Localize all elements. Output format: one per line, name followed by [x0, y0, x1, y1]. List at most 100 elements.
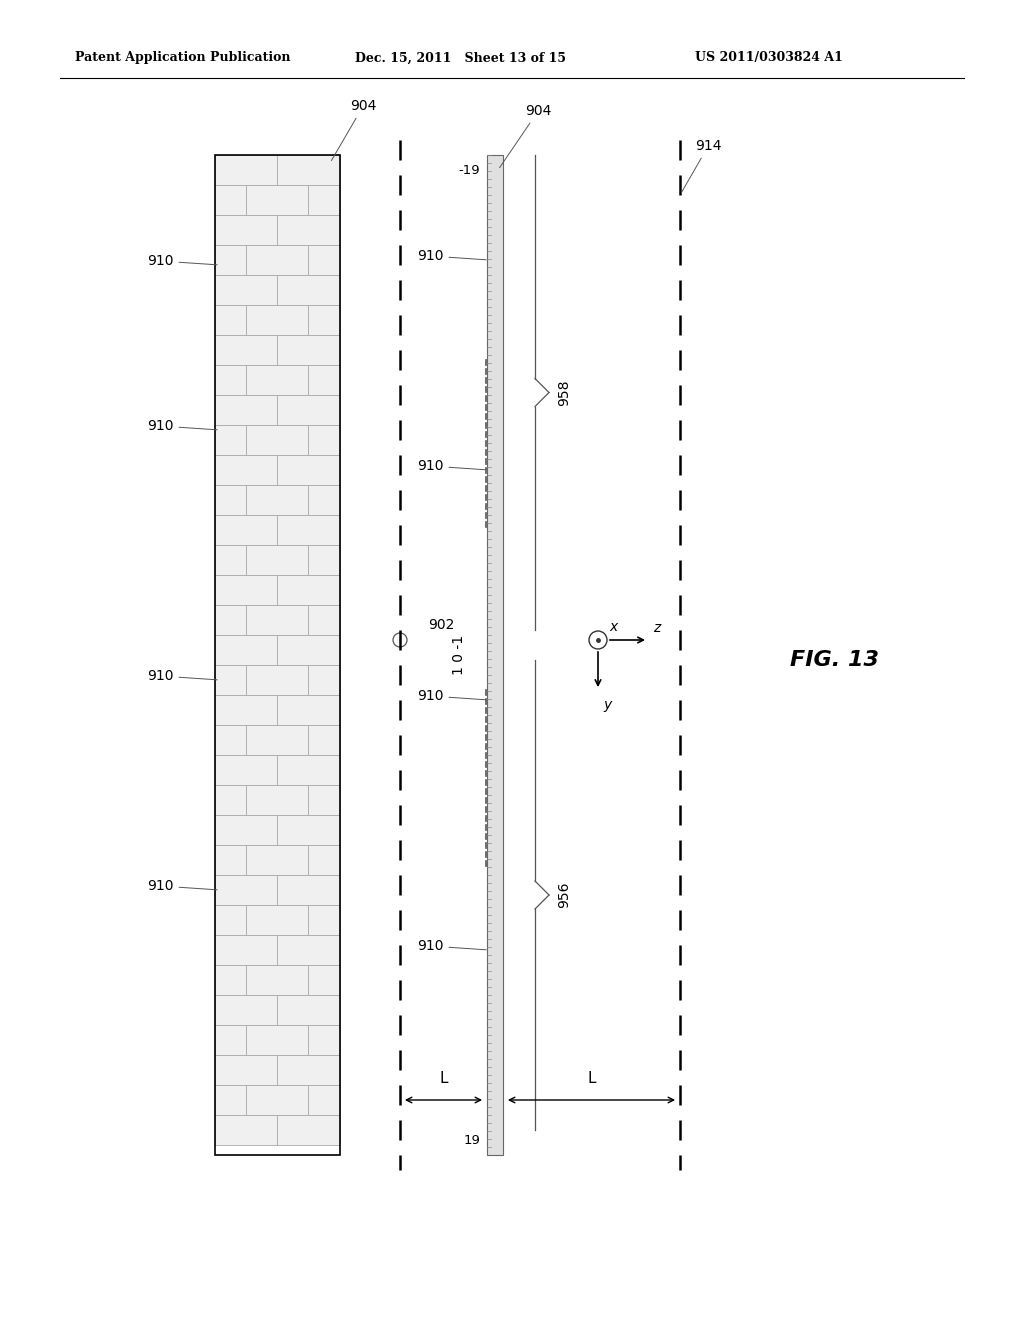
Text: 904: 904 — [332, 99, 377, 161]
Bar — [215, 965, 246, 995]
Bar — [215, 906, 246, 935]
Bar — [215, 185, 246, 215]
Bar — [215, 275, 278, 305]
Bar — [215, 696, 278, 725]
Bar — [278, 935, 340, 965]
Text: 902: 902 — [428, 618, 455, 632]
Bar — [278, 275, 340, 305]
Bar — [246, 185, 308, 215]
Bar — [278, 576, 340, 605]
Bar — [215, 875, 278, 906]
Text: 904: 904 — [500, 104, 551, 168]
Bar — [215, 335, 278, 366]
Bar — [246, 545, 308, 576]
Bar — [215, 366, 246, 395]
Bar — [308, 785, 340, 814]
Text: 956: 956 — [557, 882, 571, 908]
Bar — [215, 395, 278, 425]
Text: 914: 914 — [681, 139, 722, 193]
Text: Patent Application Publication: Patent Application Publication — [75, 51, 291, 65]
Text: 910: 910 — [147, 879, 217, 894]
Text: 910: 910 — [147, 669, 217, 682]
Bar — [215, 154, 340, 1155]
Bar — [278, 635, 340, 665]
Bar — [278, 395, 340, 425]
Text: 910: 910 — [417, 939, 486, 953]
Bar — [246, 785, 308, 814]
Bar — [278, 755, 340, 785]
Bar — [246, 246, 308, 275]
Bar — [246, 845, 308, 875]
Text: 910: 910 — [417, 459, 486, 473]
Bar — [278, 154, 340, 185]
Bar — [308, 185, 340, 215]
Text: 19: 19 — [463, 1134, 480, 1147]
Text: L: L — [587, 1071, 596, 1086]
Bar — [308, 845, 340, 875]
Text: 910: 910 — [417, 689, 486, 704]
Bar — [215, 995, 278, 1026]
Bar — [215, 215, 278, 246]
Bar — [215, 246, 246, 275]
Bar — [246, 725, 308, 755]
Bar — [487, 154, 503, 1155]
Bar — [308, 545, 340, 576]
Text: x: x — [609, 620, 617, 634]
Bar — [215, 755, 278, 785]
Bar — [215, 935, 278, 965]
Text: 910: 910 — [147, 253, 217, 268]
Bar — [215, 1115, 278, 1144]
Bar — [246, 366, 308, 395]
Bar — [215, 425, 246, 455]
Bar — [215, 515, 278, 545]
Bar — [308, 1085, 340, 1115]
Bar — [308, 906, 340, 935]
Bar — [246, 906, 308, 935]
Text: 910: 910 — [147, 418, 217, 433]
Text: US 2011/0303824 A1: US 2011/0303824 A1 — [695, 51, 843, 65]
Text: y: y — [603, 698, 611, 711]
Bar — [308, 246, 340, 275]
Bar — [215, 545, 246, 576]
Bar — [215, 785, 246, 814]
Bar — [278, 814, 340, 845]
Bar — [278, 696, 340, 725]
Bar — [278, 1115, 340, 1144]
Bar — [246, 1085, 308, 1115]
Bar — [278, 515, 340, 545]
Bar — [308, 965, 340, 995]
Text: 1 0 -1: 1 0 -1 — [452, 635, 466, 675]
Bar — [215, 154, 278, 185]
Bar — [215, 845, 246, 875]
Bar — [246, 305, 308, 335]
Bar — [215, 1055, 278, 1085]
Bar — [215, 635, 278, 665]
Text: 910: 910 — [417, 249, 486, 263]
Bar — [215, 1085, 246, 1115]
Bar — [246, 425, 308, 455]
Text: Dec. 15, 2011   Sheet 13 of 15: Dec. 15, 2011 Sheet 13 of 15 — [355, 51, 566, 65]
Bar — [215, 455, 278, 484]
Bar — [246, 484, 308, 515]
Text: -19: -19 — [459, 164, 480, 177]
Bar — [308, 1026, 340, 1055]
Bar — [278, 455, 340, 484]
Bar — [215, 665, 246, 696]
Bar — [246, 665, 308, 696]
Bar — [308, 425, 340, 455]
Bar — [308, 605, 340, 635]
Bar — [308, 725, 340, 755]
Bar — [215, 1026, 246, 1055]
Bar — [246, 1026, 308, 1055]
Bar — [278, 1055, 340, 1085]
Bar — [246, 605, 308, 635]
Bar — [308, 484, 340, 515]
Bar — [278, 995, 340, 1026]
Bar — [278, 335, 340, 366]
Bar — [215, 305, 246, 335]
Bar — [215, 605, 246, 635]
Text: z: z — [653, 620, 660, 635]
Text: FIG. 13: FIG. 13 — [790, 649, 879, 671]
Bar — [215, 484, 246, 515]
Bar — [308, 366, 340, 395]
